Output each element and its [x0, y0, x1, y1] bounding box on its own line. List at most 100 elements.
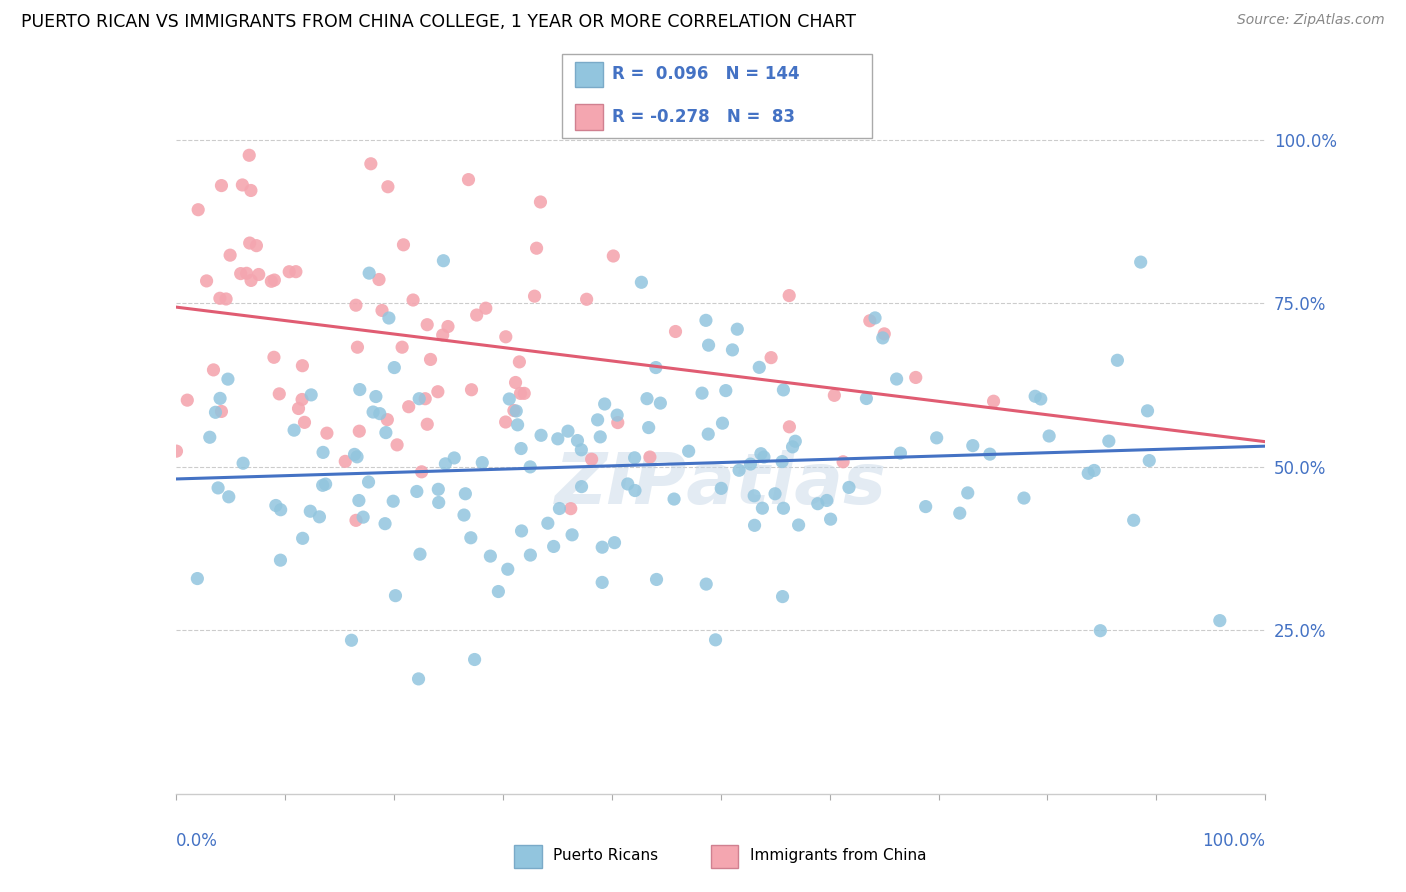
Point — [209, 404, 232, 418]
Point — [427, 495, 450, 509]
FancyBboxPatch shape — [711, 845, 738, 868]
Point — [749, 447, 772, 461]
Point — [510, 442, 533, 456]
Point — [211, 178, 233, 193]
Point — [1024, 389, 1046, 403]
Point — [453, 508, 475, 522]
Point — [630, 275, 652, 289]
Point — [859, 314, 882, 328]
Point — [283, 423, 305, 437]
Point — [364, 390, 387, 404]
Point — [195, 274, 218, 288]
Point — [1136, 404, 1159, 418]
Point — [269, 553, 291, 567]
Point — [496, 562, 519, 576]
Point — [198, 430, 221, 444]
Point — [408, 392, 430, 406]
Point — [498, 392, 520, 406]
Point — [662, 491, 685, 506]
Point — [664, 325, 686, 339]
Point — [807, 497, 830, 511]
Point — [299, 504, 322, 518]
Point — [186, 572, 208, 586]
Point — [815, 493, 838, 508]
Point — [287, 401, 309, 416]
Point — [378, 311, 401, 326]
Point — [432, 253, 454, 268]
Point — [697, 338, 720, 352]
Point — [384, 589, 406, 603]
Point — [1107, 353, 1129, 368]
Point — [962, 439, 984, 453]
Point — [229, 267, 252, 281]
Point — [240, 273, 263, 287]
Point — [437, 319, 460, 334]
Point — [416, 417, 439, 432]
Point — [872, 331, 894, 345]
Point — [863, 310, 886, 325]
Point — [346, 340, 368, 354]
Point — [479, 549, 502, 563]
Point — [398, 400, 420, 414]
Text: Immigrants from China: Immigrants from China — [751, 848, 927, 863]
Point — [704, 632, 727, 647]
Point — [606, 408, 628, 422]
Point — [742, 489, 765, 503]
Point — [392, 237, 415, 252]
Point — [752, 450, 775, 464]
Point — [432, 328, 454, 343]
Point — [495, 330, 517, 344]
Point — [315, 477, 337, 491]
Point — [624, 483, 647, 498]
Point — [506, 417, 529, 432]
Point — [375, 412, 398, 426]
Point — [537, 516, 560, 531]
Point — [543, 540, 565, 554]
Point — [593, 397, 616, 411]
Point — [218, 490, 240, 504]
Point — [721, 343, 744, 357]
Point — [264, 499, 287, 513]
Point — [416, 318, 439, 332]
Point — [782, 440, 804, 454]
Point — [886, 372, 908, 386]
Point — [382, 360, 405, 375]
Point — [343, 447, 366, 461]
Point — [238, 148, 260, 162]
Point — [751, 501, 773, 516]
Point — [711, 416, 734, 430]
Point — [526, 241, 548, 255]
Point — [247, 268, 270, 282]
Point — [308, 509, 330, 524]
Point — [503, 403, 526, 417]
Point — [460, 383, 482, 397]
FancyBboxPatch shape — [515, 845, 541, 868]
Point — [340, 633, 363, 648]
Point — [311, 478, 333, 492]
Point — [575, 293, 598, 307]
Point — [772, 590, 794, 604]
Point — [347, 493, 370, 508]
Text: 0.0%: 0.0% — [176, 831, 218, 850]
Point — [623, 450, 645, 465]
Point — [232, 456, 254, 470]
Point — [349, 383, 371, 397]
Text: Source: ZipAtlas.com: Source: ZipAtlas.com — [1237, 13, 1385, 28]
Point — [949, 506, 972, 520]
Point — [299, 388, 322, 402]
Text: R = -0.278   N =  83: R = -0.278 N = 83 — [612, 108, 794, 126]
Point — [820, 512, 842, 526]
Point — [1122, 513, 1144, 527]
Point — [231, 178, 253, 192]
Point — [409, 547, 432, 561]
Text: Puerto Ricans: Puerto Ricans — [554, 848, 658, 863]
Point — [983, 394, 1005, 409]
Point — [728, 463, 751, 477]
Point — [1098, 434, 1121, 449]
Text: 100.0%: 100.0% — [1202, 831, 1265, 850]
Point — [714, 384, 737, 398]
Point — [239, 184, 262, 198]
Point — [245, 238, 267, 252]
Point — [209, 392, 232, 406]
Point — [1137, 453, 1160, 467]
